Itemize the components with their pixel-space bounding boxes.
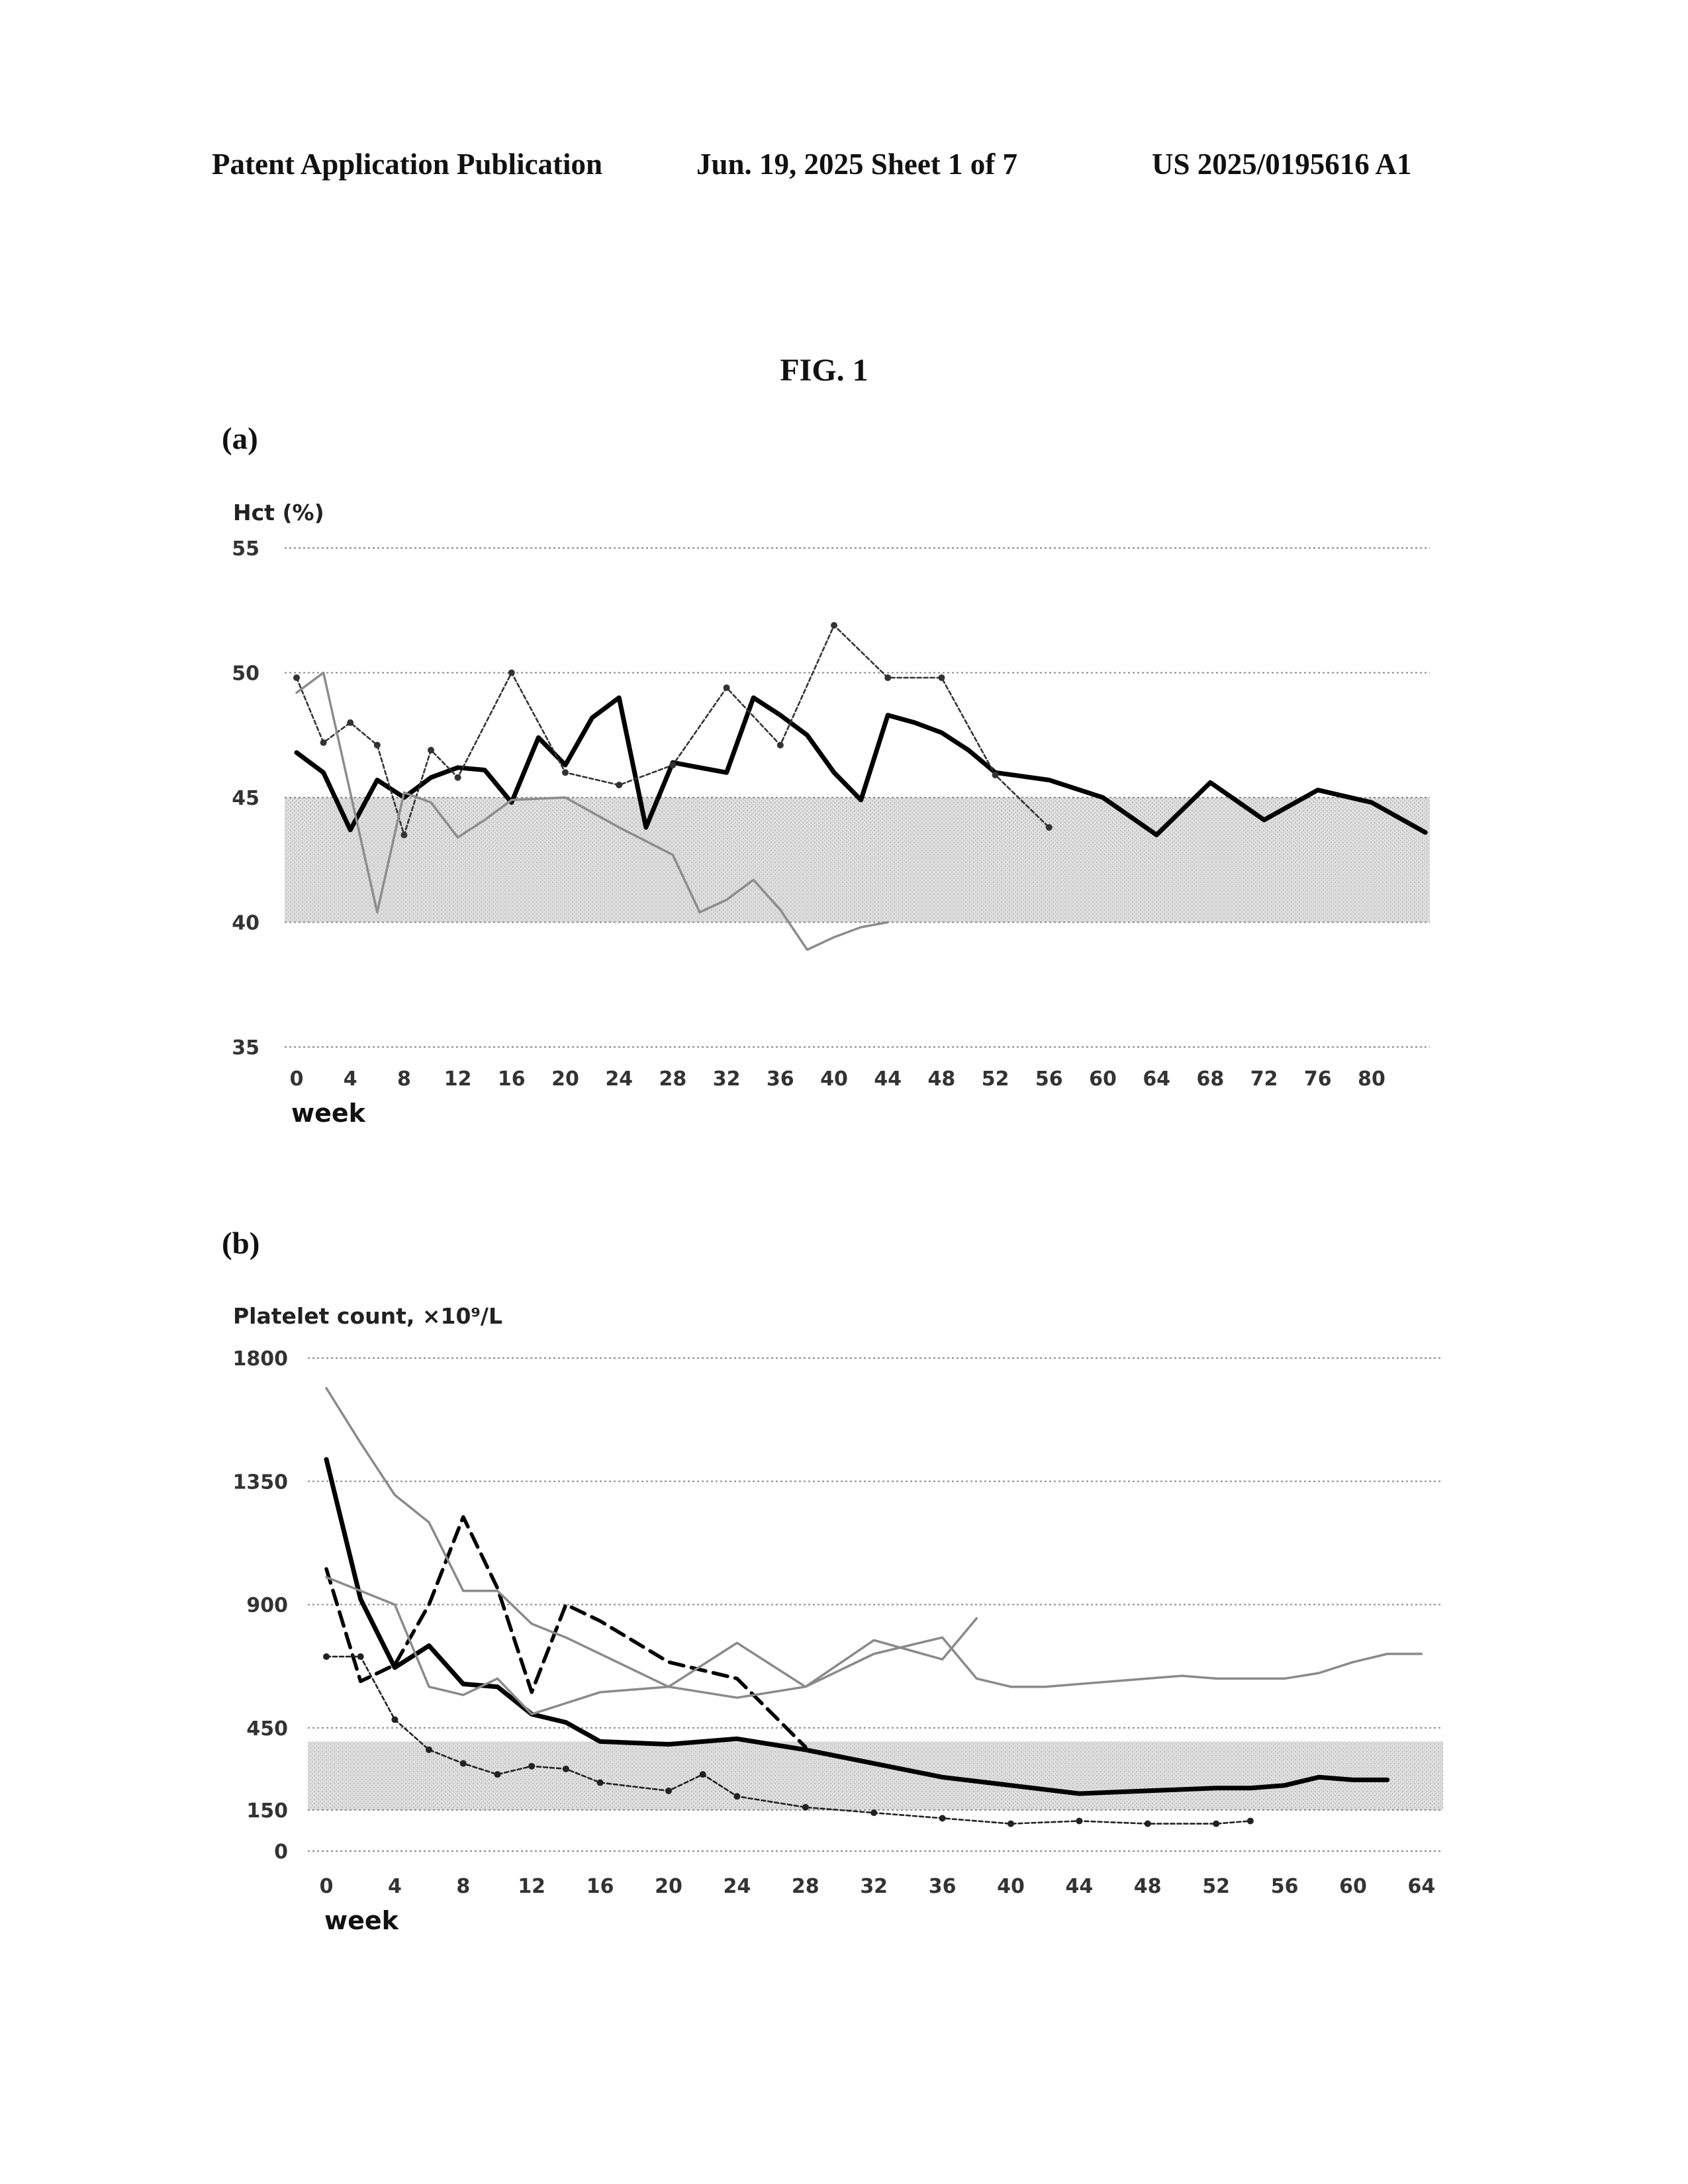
x-tick-a-76: 76 <box>1304 1068 1332 1091</box>
x-tick-a-44: 44 <box>874 1068 902 1091</box>
y-axis-label-a: Hct (%) <box>233 500 324 525</box>
x-tick-a-40: 40 <box>820 1068 848 1091</box>
y-tick-a-45: 45 <box>232 787 259 810</box>
x-tick-b-48: 48 <box>1134 1875 1162 1898</box>
x-tick-a-68: 68 <box>1197 1068 1225 1091</box>
x-tick-b-60: 60 <box>1339 1875 1367 1898</box>
y-tick-a-55: 55 <box>232 537 259 561</box>
x-tick-a-16: 16 <box>498 1068 526 1091</box>
x-tick-a-36: 36 <box>767 1068 794 1091</box>
x-tick-b-64: 64 <box>1408 1875 1436 1898</box>
x-axis-label-a: week <box>291 1099 366 1128</box>
x-tick-b-24: 24 <box>724 1875 751 1898</box>
x-tick-a-64: 64 <box>1143 1068 1170 1091</box>
x-tick-b-12: 12 <box>518 1875 545 1898</box>
x-tick-a-12: 12 <box>444 1068 472 1091</box>
data-point-a-patient-2-0 <box>293 674 300 681</box>
data-point-b-patient-C-11 <box>733 1793 740 1799</box>
data-point-b-patient-C-17 <box>1145 1821 1151 1827</box>
series-line-b-patient-B <box>326 1517 806 1747</box>
data-point-a-patient-2-6 <box>455 774 461 781</box>
data-point-b-patient-C-0 <box>323 1653 330 1660</box>
data-point-a-patient-2-8 <box>562 769 569 776</box>
data-point-a-patient-2-12 <box>777 742 784 749</box>
data-point-b-patient-C-8 <box>597 1780 604 1786</box>
data-point-a-patient-2-11 <box>724 684 730 691</box>
normal-range-band-b <box>308 1741 1443 1809</box>
x-tick-b-52: 52 <box>1202 1875 1230 1898</box>
data-point-a-patient-2-3 <box>374 742 381 749</box>
x-tick-a-52: 52 <box>982 1068 1009 1091</box>
y-tick-b-1350: 1350 <box>233 1471 289 1494</box>
y-tick-b-150: 150 <box>246 1799 288 1823</box>
data-point-b-patient-C-6 <box>528 1763 535 1770</box>
x-tick-a-20: 20 <box>551 1068 579 1091</box>
x-tick-a-48: 48 <box>928 1068 956 1091</box>
series-line-b-patient-E <box>326 1577 976 1714</box>
data-point-a-patient-2-7 <box>508 670 515 676</box>
y-tick-b-1800: 1800 <box>233 1347 289 1371</box>
x-tick-b-56: 56 <box>1271 1875 1299 1898</box>
y-axis-label-b: Platelet count, ×10⁹/L <box>233 1303 502 1329</box>
data-point-a-patient-2-15 <box>938 674 945 681</box>
data-point-b-patient-C-13 <box>870 1809 877 1816</box>
data-point-a-patient-2-17 <box>1046 824 1053 831</box>
x-tick-a-0: 0 <box>290 1068 304 1091</box>
data-point-a-patient-2-13 <box>831 622 837 629</box>
data-point-b-patient-C-9 <box>665 1788 672 1794</box>
data-point-b-patient-C-10 <box>700 1771 706 1778</box>
x-tick-b-40: 40 <box>997 1875 1025 1898</box>
data-point-b-patient-C-4 <box>460 1760 467 1767</box>
data-point-b-patient-C-16 <box>1076 1817 1082 1824</box>
data-point-b-patient-C-15 <box>1008 1821 1014 1827</box>
data-point-b-patient-C-19 <box>1247 1817 1254 1824</box>
y-tick-a-35: 35 <box>232 1036 259 1060</box>
series-line-b-patient-D <box>326 1388 1421 1698</box>
data-point-b-patient-C-18 <box>1213 1821 1219 1827</box>
data-point-a-patient-2-16 <box>992 772 999 778</box>
y-tick-a-50: 50 <box>232 662 259 686</box>
data-point-a-patient-2-9 <box>616 782 622 788</box>
y-tick-b-450: 450 <box>246 1717 288 1741</box>
x-tick-b-28: 28 <box>792 1875 820 1898</box>
x-tick-b-0: 0 <box>320 1875 334 1898</box>
data-point-a-patient-2-10 <box>669 762 676 768</box>
y-tick-a-40: 40 <box>232 912 259 935</box>
x-tick-a-28: 28 <box>659 1068 687 1091</box>
data-point-a-patient-2-14 <box>884 674 891 681</box>
x-tick-a-80: 80 <box>1358 1068 1385 1091</box>
x-tick-a-72: 72 <box>1250 1068 1278 1091</box>
x-tick-a-32: 32 <box>713 1068 741 1091</box>
x-tick-b-36: 36 <box>929 1875 957 1898</box>
data-point-a-patient-2-1 <box>320 739 327 746</box>
y-tick-b-900: 900 <box>246 1594 288 1617</box>
data-point-a-patient-2-5 <box>428 747 434 753</box>
data-point-b-patient-C-3 <box>426 1747 432 1753</box>
x-tick-b-20: 20 <box>655 1875 682 1898</box>
data-point-b-patient-C-12 <box>802 1804 809 1811</box>
x-axis-label-b: week <box>324 1906 399 1935</box>
x-tick-a-24: 24 <box>605 1068 633 1091</box>
data-point-b-patient-C-2 <box>391 1716 398 1723</box>
x-tick-b-32: 32 <box>860 1875 888 1898</box>
x-tick-a-8: 8 <box>397 1068 411 1091</box>
x-tick-b-8: 8 <box>456 1875 470 1898</box>
y-tick-b-0: 0 <box>274 1841 288 1864</box>
data-point-b-patient-C-7 <box>563 1766 569 1772</box>
data-point-b-patient-C-1 <box>357 1653 364 1660</box>
data-point-b-patient-C-5 <box>494 1771 501 1778</box>
data-point-a-patient-2-2 <box>347 719 353 726</box>
x-tick-a-56: 56 <box>1035 1068 1063 1091</box>
x-tick-b-44: 44 <box>1066 1875 1094 1898</box>
x-tick-b-4: 4 <box>388 1875 402 1898</box>
x-tick-a-4: 4 <box>344 1068 357 1091</box>
figure-svg: 5550454035048121620242832364044485256606… <box>0 0 1688 2184</box>
data-point-a-patient-2-4 <box>400 832 407 839</box>
data-point-b-patient-C-14 <box>939 1815 946 1821</box>
chart-b-platelet: 1800135090045015000481216202428323640444… <box>233 1303 1444 1935</box>
chart-a-hct: 5550454035048121620242832364044485256606… <box>232 500 1430 1128</box>
x-tick-b-16: 16 <box>586 1875 614 1898</box>
x-tick-a-60: 60 <box>1089 1068 1117 1091</box>
